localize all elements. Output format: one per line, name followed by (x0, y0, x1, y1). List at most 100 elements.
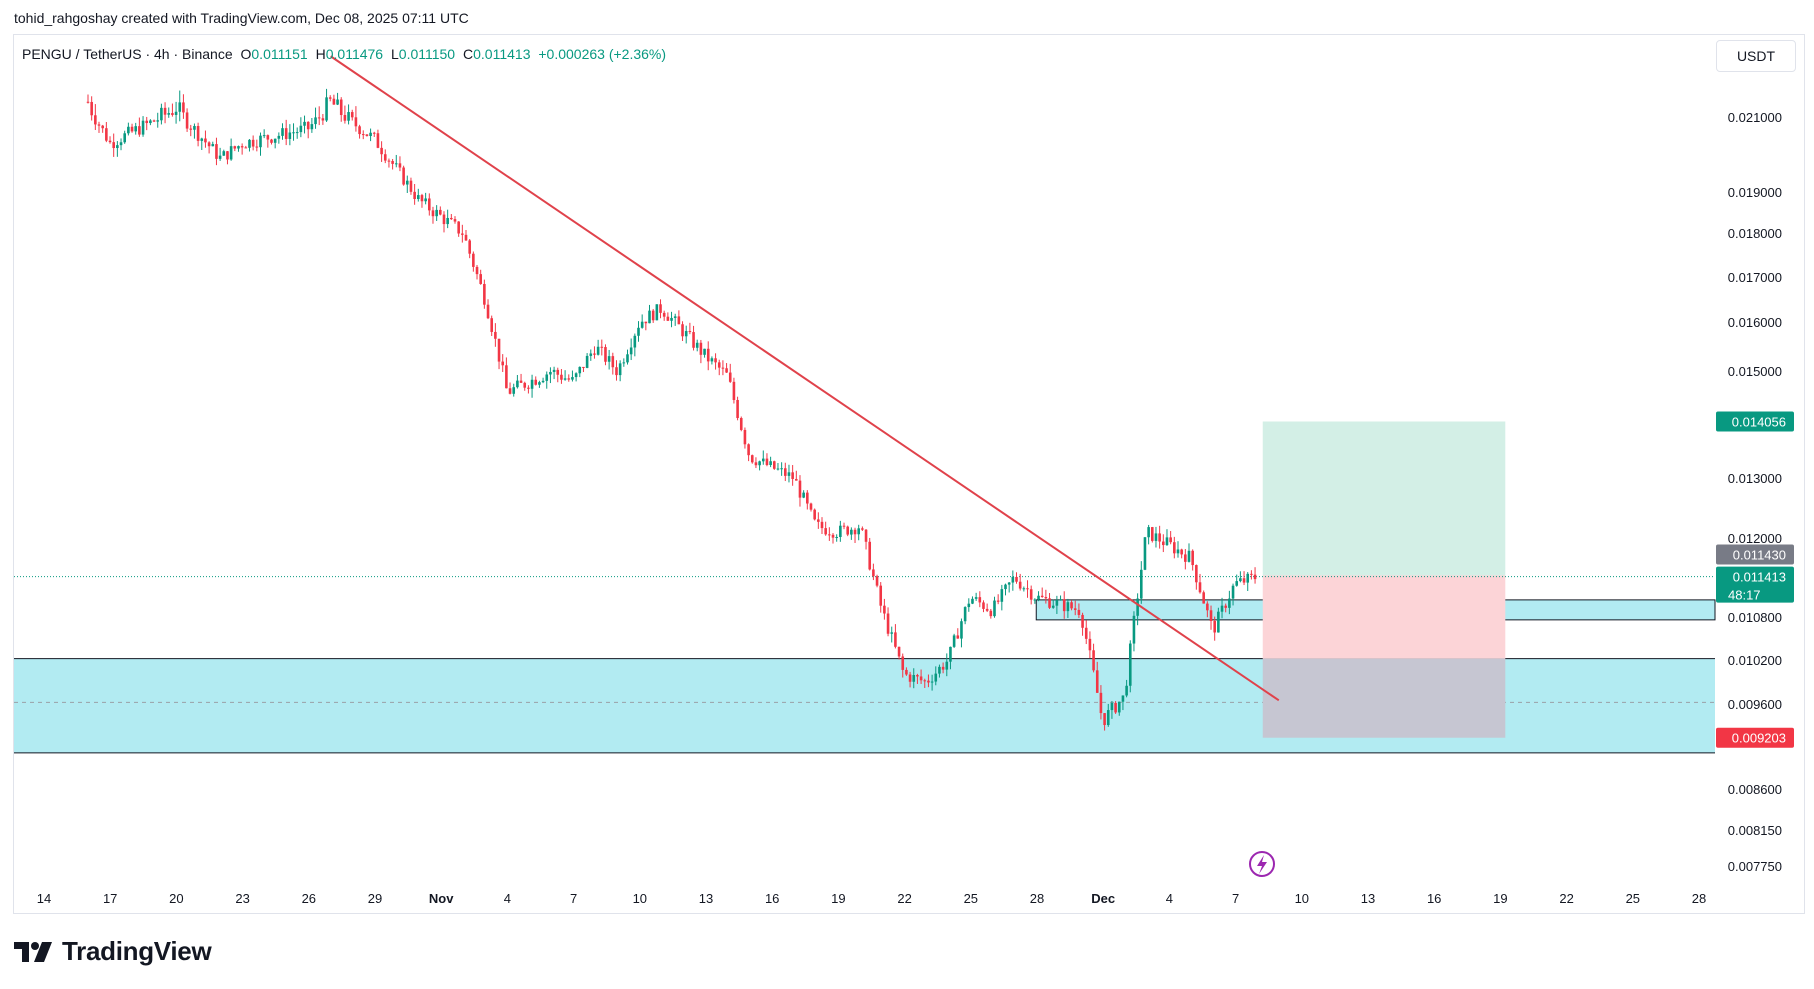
candle-body (1239, 578, 1242, 582)
axis-layer: 0.021000 0.019000 0.018000 0.017000 0.016000… (37, 110, 1794, 906)
candle-body (273, 138, 277, 143)
candle-body (1231, 585, 1235, 599)
candle-body (1132, 615, 1136, 644)
x-tick-label: 17 (103, 891, 117, 906)
x-tick-label: 10 (1295, 891, 1309, 906)
candle-body (141, 120, 145, 135)
candle-body (1154, 533, 1158, 541)
candle-body (251, 139, 255, 147)
candle-body (1099, 692, 1103, 714)
close-label: C (463, 46, 474, 62)
candle-body (1055, 600, 1059, 606)
candle-body (1018, 581, 1022, 589)
candle-body (204, 138, 207, 143)
x-tick-label: 20 (169, 891, 183, 906)
candle-body (281, 128, 284, 136)
candle-body (905, 669, 908, 675)
candle-body (677, 316, 681, 325)
candle-body (321, 118, 325, 121)
candle-body (512, 387, 516, 394)
candle-body (530, 379, 534, 389)
candle-body (284, 128, 288, 139)
candle-body (494, 331, 497, 339)
candle-body (960, 621, 963, 639)
candle-body (417, 195, 420, 200)
candle-body (927, 680, 930, 683)
candle-body (897, 646, 901, 657)
candle-body (501, 361, 505, 366)
candle-body (629, 347, 633, 355)
candle-body (831, 534, 835, 538)
x-tick-label: 13 (699, 891, 713, 906)
symbol-label[interactable]: PENGU / TetherUS · 4h · Binance (22, 46, 233, 62)
candle-body (317, 117, 321, 119)
candle-body (806, 492, 809, 504)
candle-body (574, 373, 578, 378)
candle-body (101, 125, 104, 129)
candle-body (149, 120, 152, 124)
x-tick-label: 19 (831, 891, 845, 906)
candle-body (1228, 598, 1231, 608)
change-value: +0.000263 (+2.36%) (538, 46, 667, 62)
candle-body (428, 198, 431, 211)
low-value: 0.011150 (398, 46, 456, 62)
candle-body (1206, 603, 1209, 611)
x-tick-label: 4 (504, 891, 511, 906)
x-tick-label: Dec (1091, 891, 1115, 906)
tradingview-brand[interactable]: TradingView (14, 936, 212, 967)
target-zone[interactable] (1262, 421, 1506, 576)
candle-body (240, 146, 244, 148)
candles-layer (86, 88, 1257, 731)
candle-body (222, 151, 226, 156)
candle-body (769, 461, 772, 466)
candle-body (405, 180, 409, 185)
candle-body (343, 115, 347, 121)
prev-close-badge: 0.011430 (1716, 544, 1794, 565)
candle-body (850, 529, 853, 535)
candle-body (116, 145, 119, 149)
candle-body (732, 381, 736, 400)
candle-body (934, 673, 938, 682)
candle-body (1125, 685, 1128, 696)
svg-text:0.009203: 0.009203 (1732, 731, 1786, 746)
candle-body (1242, 578, 1246, 583)
candle-body (244, 147, 248, 149)
candle-body (982, 602, 985, 609)
candle-body (1213, 620, 1216, 633)
candle-body (156, 120, 160, 122)
candle-body (1169, 537, 1172, 543)
candle-body (303, 121, 306, 126)
x-tick-label: 29 (368, 891, 382, 906)
candle-body (207, 142, 211, 147)
currency-button[interactable]: USDT (1716, 40, 1796, 72)
candle-body (607, 356, 611, 362)
stop-zone[interactable] (1262, 575, 1506, 659)
tradingview-logo-icon (14, 941, 52, 962)
candle-body (1235, 581, 1239, 586)
candle-body (130, 126, 134, 132)
candle-body (604, 347, 607, 362)
candle-body (736, 399, 739, 419)
countdown-label: 48:17 (1728, 588, 1761, 603)
candle-body (1081, 614, 1084, 628)
candle-body (134, 126, 138, 132)
y-tick-label: 0.008600 (1728, 782, 1782, 797)
downtrend-line[interactable] (330, 55, 1280, 702)
candle-body (648, 310, 651, 324)
candle-body (761, 458, 765, 462)
event-flash-icon[interactable] (1249, 851, 1275, 877)
candle-body (1143, 537, 1147, 570)
candle-body (971, 598, 974, 604)
candle-body (372, 132, 376, 134)
candle-body (86, 101, 90, 103)
candle-body (439, 209, 442, 215)
candle-body (739, 418, 743, 430)
candle-body (684, 331, 688, 337)
candle-body (383, 154, 387, 161)
candle-body (842, 525, 846, 527)
x-tick-label: 25 (1626, 891, 1640, 906)
candle-body (1026, 588, 1029, 590)
candle-body (772, 461, 776, 469)
candle-body (853, 529, 857, 535)
